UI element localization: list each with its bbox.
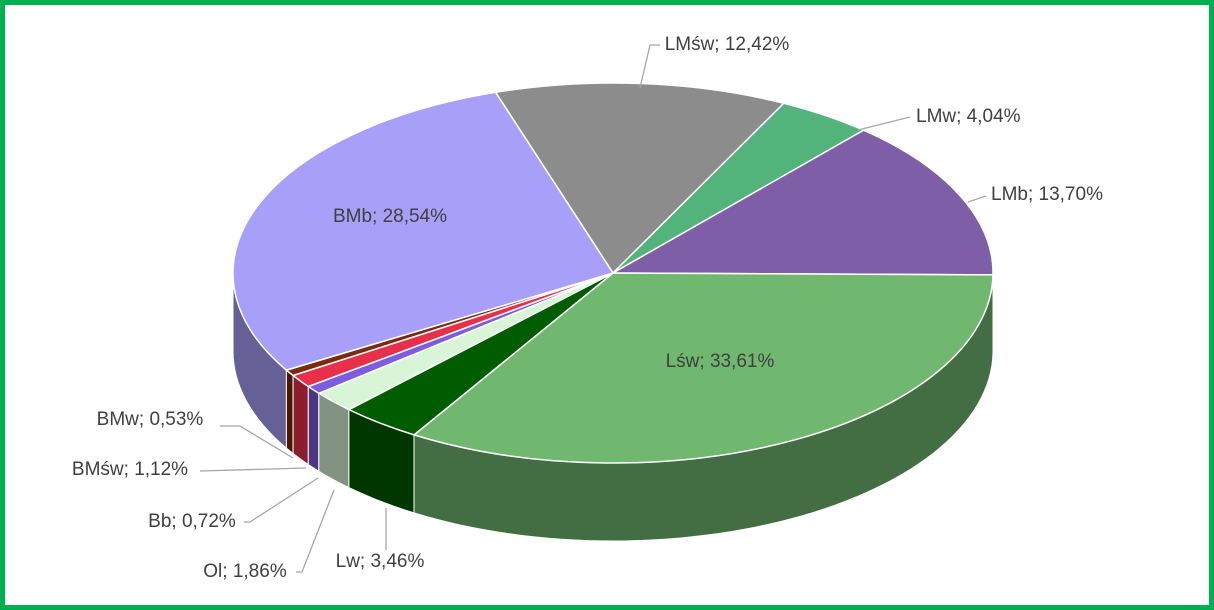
data-label: BMw; 0,53% [97, 409, 204, 430]
pie-slice [610, 129, 994, 276]
data-label: Lw; 3,46% [336, 551, 425, 572]
data-label: BMśw; 1,12% [72, 459, 188, 480]
data-label: BMb; 28,54% [333, 206, 447, 227]
data-label: Ol; 1,86% [203, 561, 287, 582]
data-label: LMw; 4,04% [916, 106, 1021, 127]
pie-slice-side [292, 374, 309, 466]
data-label: Bb; 0,72% [148, 511, 236, 532]
leader-line [220, 425, 294, 459]
leader-line [296, 489, 335, 573]
leader-line [244, 477, 319, 523]
leader-line [199, 467, 307, 472]
pie-slice [494, 82, 786, 275]
leader-line [639, 44, 660, 89]
data-labels: LMśw; 12,42% LMw; 4,04% LMb; 13,70% Lśw; 33… [72, 34, 1103, 582]
pie-slice [232, 91, 615, 371]
pie-slice [412, 272, 994, 464]
data-label: LMb; 13,70% [991, 184, 1103, 205]
leader-line [967, 195, 987, 203]
pie-sides [232, 272, 994, 542]
pie-tops [232, 82, 994, 464]
data-label: Lśw; 33,61% [666, 351, 775, 372]
leader-line [857, 116, 911, 131]
pie-slice-side [307, 385, 320, 473]
pie-slice-side [285, 369, 294, 455]
data-label: LMśw; 12,42% [665, 34, 790, 55]
